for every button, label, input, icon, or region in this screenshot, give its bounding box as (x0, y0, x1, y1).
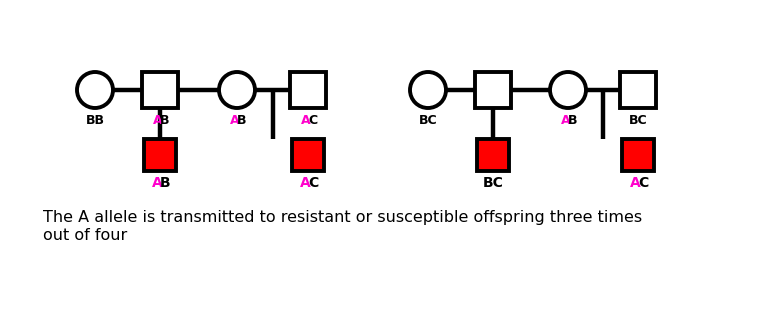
Text: C: C (638, 176, 648, 190)
Text: A: A (153, 176, 163, 190)
Circle shape (410, 72, 446, 108)
Text: C: C (308, 176, 318, 190)
Bar (290, 72, 326, 108)
Text: A: A (561, 114, 571, 127)
Text: A: A (230, 114, 240, 127)
Circle shape (77, 72, 113, 108)
Text: B: B (568, 114, 578, 127)
Bar (620, 72, 656, 108)
Text: B: B (160, 114, 169, 127)
Text: B: B (160, 176, 171, 190)
Bar (144, 139, 176, 171)
Text: A: A (630, 176, 641, 190)
Bar (142, 72, 178, 108)
Text: out of four: out of four (43, 228, 128, 243)
Text: BB: BB (85, 114, 104, 127)
Text: A: A (301, 114, 311, 127)
Bar (622, 139, 654, 171)
Bar (292, 139, 324, 171)
Text: BC: BC (482, 176, 503, 190)
Text: B: B (237, 114, 247, 127)
Text: BC: BC (419, 114, 438, 127)
Text: A: A (153, 114, 163, 127)
Text: C: C (308, 114, 317, 127)
Circle shape (550, 72, 586, 108)
Text: BC: BC (629, 114, 648, 127)
Text: The A allele is transmitted to resistant or susceptible offspring three times: The A allele is transmitted to resistant… (43, 210, 642, 225)
Text: A: A (301, 176, 311, 190)
Bar (477, 139, 509, 171)
Circle shape (219, 72, 255, 108)
Bar (475, 72, 511, 108)
